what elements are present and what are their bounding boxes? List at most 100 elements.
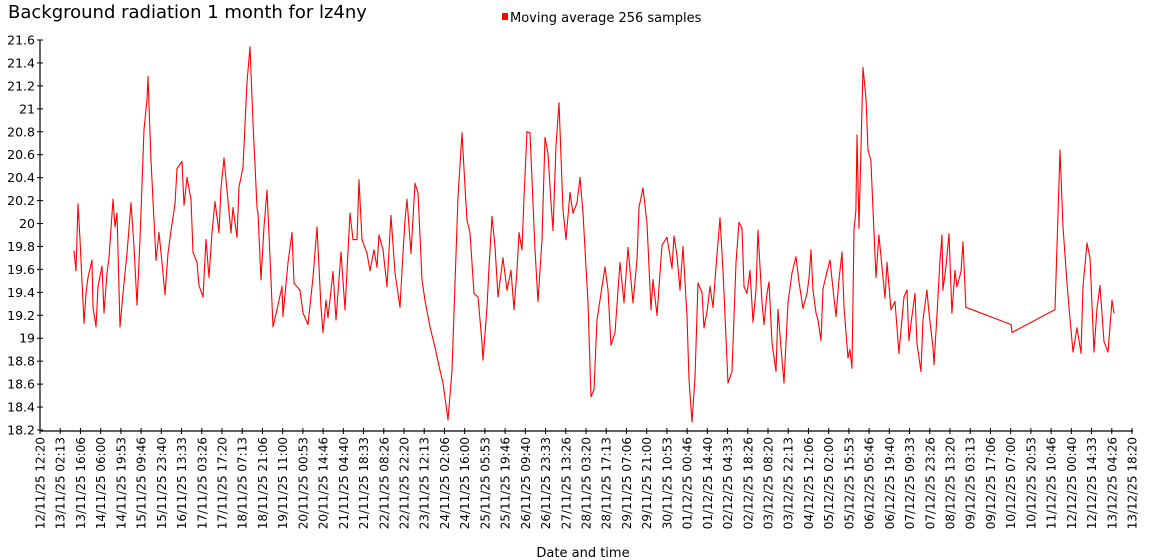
- data-point: [832, 288, 834, 290]
- data-point: [322, 331, 324, 334]
- data-point: [404, 219, 406, 221]
- x-tick-label: 20/11/25 00:53: [296, 437, 310, 529]
- legend-label: Moving average 256 samples: [510, 11, 702, 26]
- x-tick-label: 24/11/25 16:00: [458, 437, 472, 529]
- data-point: [709, 286, 711, 288]
- data-point: [576, 202, 578, 204]
- data-point: [143, 128, 145, 131]
- data-point: [787, 302, 789, 304]
- x-tick-label: 12/12/25 14:33: [1085, 437, 1099, 529]
- y-tick-label: 19.6: [7, 262, 35, 277]
- x-tick-label: 21/11/25 18:33: [357, 437, 371, 529]
- data-point: [516, 270, 518, 272]
- x-tick-label: 29/11/25 07:06: [620, 437, 634, 529]
- data-point: [783, 382, 785, 384]
- x-tick-label: 25/11/25 19:46: [499, 437, 513, 529]
- data-point: [526, 131, 528, 133]
- data-point: [529, 132, 531, 134]
- data-point: [382, 249, 384, 251]
- data-point: [293, 282, 295, 284]
- data-point: [941, 234, 943, 236]
- data-point: [870, 159, 872, 161]
- y-tick-label: 21.6: [7, 33, 35, 48]
- data-point: [344, 309, 346, 311]
- data-point: [451, 369, 453, 371]
- data-point: [414, 182, 416, 184]
- data-point: [256, 206, 258, 209]
- data-point: [650, 309, 652, 311]
- x-tick-label: 15/11/25 23:40: [155, 437, 169, 529]
- data-point: [299, 289, 301, 291]
- data-point: [858, 227, 860, 229]
- data-point: [335, 319, 337, 321]
- data-point: [1099, 284, 1101, 287]
- y-tick-label: 21: [19, 101, 35, 116]
- x-tick-label: 26/11/25 09:40: [519, 437, 533, 529]
- data-point: [636, 259, 638, 261]
- data-point: [847, 357, 849, 359]
- data-point: [965, 306, 967, 308]
- data-point: [1062, 226, 1064, 228]
- data-point: [898, 352, 900, 354]
- data-point: [136, 304, 138, 306]
- data-point: [263, 226, 265, 228]
- data-point: [775, 370, 777, 373]
- data-point: [282, 315, 284, 317]
- data-point: [249, 46, 251, 48]
- data-point: [147, 76, 149, 78]
- data-point: [320, 306, 322, 308]
- data-point: [920, 370, 922, 373]
- data-point: [741, 227, 743, 229]
- data-point: [908, 339, 910, 342]
- data-point: [652, 279, 654, 281]
- data-point: [922, 319, 924, 321]
- data-point: [192, 251, 194, 253]
- data-point: [218, 232, 220, 234]
- data-point: [469, 232, 471, 234]
- x-tick-label: 22/11/25 08:26: [377, 437, 391, 529]
- data-point: [1011, 331, 1013, 334]
- data-point: [417, 192, 419, 194]
- data-point: [358, 179, 360, 181]
- data-point: [242, 166, 244, 168]
- data-point: [914, 292, 916, 295]
- data-point: [386, 286, 388, 288]
- data-point: [862, 66, 864, 69]
- data-point: [838, 279, 840, 281]
- x-tick-label: 13/11/25 16:06: [74, 437, 88, 529]
- y-tick-label: 18.2: [7, 423, 35, 438]
- data-point: [706, 311, 708, 313]
- data-point: [771, 342, 773, 344]
- data-point: [238, 186, 240, 188]
- data-point: [406, 198, 408, 200]
- data-point: [252, 122, 254, 124]
- data-point: [513, 309, 515, 311]
- data-point: [211, 232, 213, 234]
- data-point: [208, 276, 210, 278]
- data-point: [841, 251, 843, 253]
- data-point: [719, 217, 721, 219]
- data-point: [523, 196, 525, 198]
- data-point: [562, 209, 564, 211]
- data-point: [114, 226, 116, 228]
- x-tick-label: 26/11/25 23:33: [539, 437, 553, 529]
- data-point: [752, 321, 754, 323]
- data-point: [434, 346, 436, 348]
- data-point: [614, 331, 616, 334]
- data-point: [369, 270, 371, 272]
- data-point: [815, 312, 817, 314]
- data-point: [942, 289, 944, 291]
- legend: Moving average 256 samples: [502, 11, 702, 26]
- data-point: [510, 270, 512, 272]
- data-point: [682, 245, 684, 248]
- data-point: [565, 239, 567, 241]
- data-point: [596, 319, 598, 321]
- x-tick-label: 25/11/25 05:53: [478, 437, 492, 529]
- data-point: [466, 219, 468, 221]
- x-tick-label: 13/11/25 02:13: [54, 437, 68, 529]
- data-point: [960, 271, 962, 273]
- data-point: [332, 271, 334, 273]
- data-point: [119, 326, 121, 328]
- x-tick-label: 16/11/25 13:33: [175, 437, 189, 529]
- x-tick-label: 02/12/25 18:26: [741, 437, 755, 529]
